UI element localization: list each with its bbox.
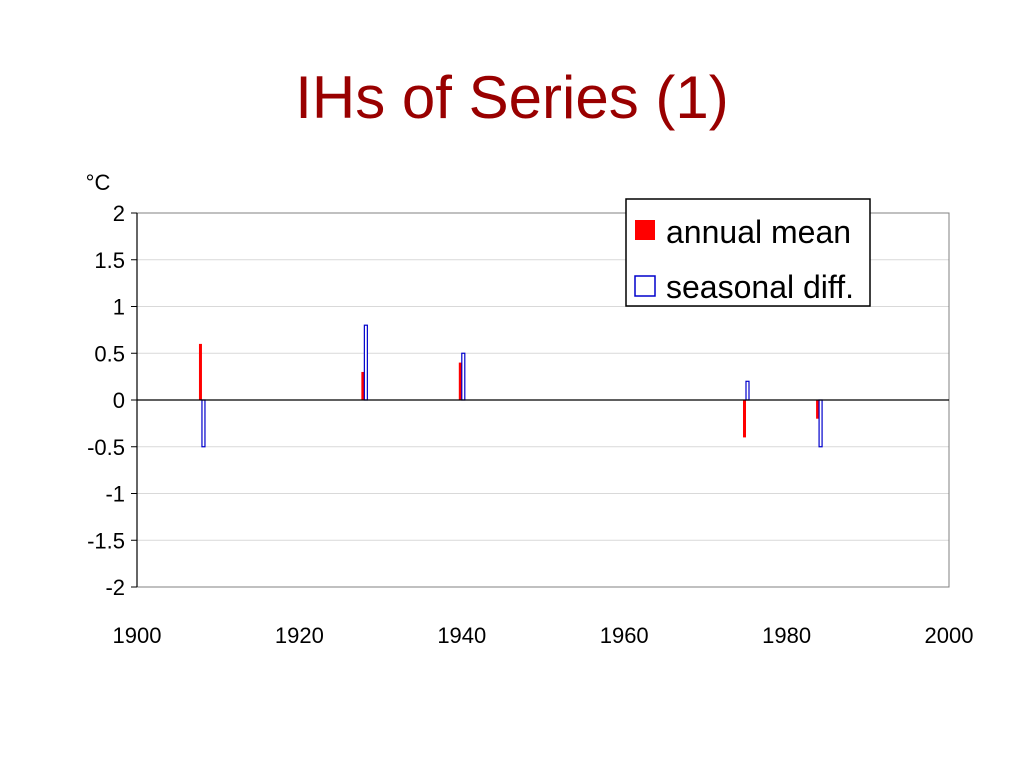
legend-swatch-annual-mean <box>635 220 655 240</box>
x-tick-label: 1940 <box>437 623 486 648</box>
bar-annual-mean <box>743 400 746 438</box>
x-tick-labels: 1900 1920 1940 1960 1980 2000 <box>113 623 974 648</box>
axes <box>131 212 949 588</box>
bar-annual-mean <box>816 400 820 419</box>
y-tick-labels: 2 1.5 1 0.5 0 -0.5 -1 -1.5 -2 <box>87 201 125 600</box>
legend-label-seasonal-diff: seasonal diff. <box>666 269 854 305</box>
legend-box <box>625 198 871 307</box>
legend-swatch-seasonal-diff <box>634 275 656 297</box>
bar-annual-mean <box>198 343 202 400</box>
bar-seasonal-diff <box>201 399 206 448</box>
x-tick-label: 1900 <box>113 623 162 648</box>
gridlines <box>137 259 949 541</box>
y-tick-label: -1.5 <box>87 528 125 553</box>
y-tick-label: -2 <box>105 575 125 600</box>
bar-seasonal-diff <box>461 352 466 401</box>
bar-annual-mean <box>458 362 462 400</box>
y-tick-label: -1 <box>105 482 125 507</box>
bar-seasonal-diff <box>363 324 368 401</box>
bar-seasonal-diff <box>745 380 750 401</box>
bar-annual-mean <box>361 371 365 400</box>
y-tick-label: 0.5 <box>94 341 125 366</box>
bar-seasonal-diff <box>818 399 823 448</box>
y-tick-label: 1.5 <box>94 248 125 273</box>
x-tick-label: 1920 <box>275 623 324 648</box>
y-tick-label: -0.5 <box>87 435 125 460</box>
y-tick-label: 1 <box>113 295 125 320</box>
y-tick-label: 2 <box>113 201 125 226</box>
x-tick-label: 2000 <box>925 623 974 648</box>
y-tick-label: 0 <box>113 388 125 413</box>
legend-label-annual-mean: annual mean <box>666 214 851 250</box>
slide-title: IHs of Series (1) <box>295 64 729 131</box>
bars <box>198 324 823 448</box>
legend: annual mean seasonal diff. <box>625 198 871 307</box>
x-tick-label: 1960 <box>600 623 649 648</box>
y-axis-unit-label: °C <box>86 170 111 195</box>
x-tick-label: 1980 <box>762 623 811 648</box>
